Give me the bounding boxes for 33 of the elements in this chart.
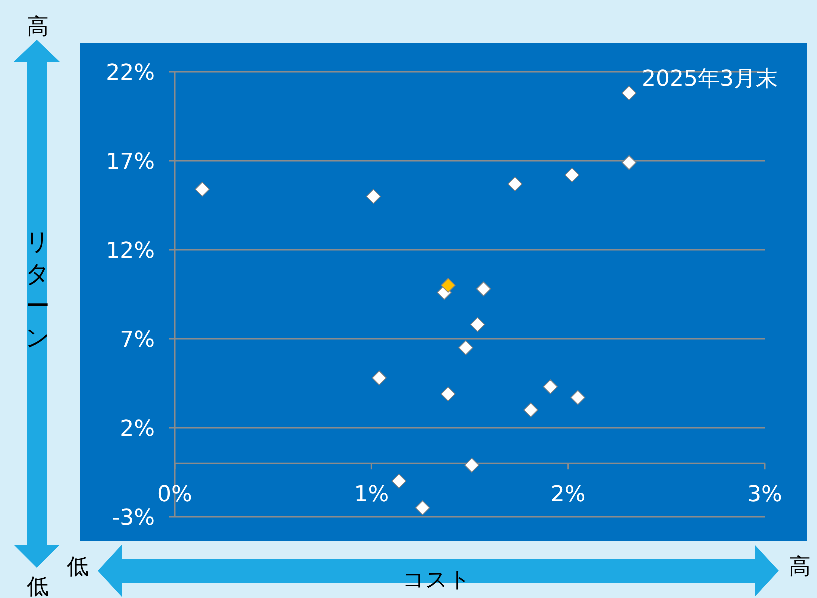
y-tick-label: 12%	[106, 239, 155, 264]
y-tick-label: 7%	[120, 328, 155, 353]
y-tick-label: 2%	[120, 417, 155, 442]
point	[570, 390, 586, 406]
point	[415, 500, 430, 516]
point	[476, 282, 492, 297]
text: 低	[67, 555, 89, 580]
point	[622, 86, 637, 101]
point	[543, 380, 558, 394]
point	[470, 317, 486, 332]
point	[564, 168, 580, 183]
point	[508, 176, 523, 192]
x-tick-label: 3%	[748, 482, 782, 508]
annotation: 2025年3月末	[642, 67, 778, 92]
point	[440, 386, 456, 402]
point	[440, 278, 456, 293]
text: 低	[27, 575, 49, 598]
point	[392, 474, 407, 489]
point	[458, 340, 474, 356]
point	[372, 370, 387, 386]
x-tick-label: 2%	[550, 482, 586, 508]
point	[464, 458, 480, 473]
text: 高	[789, 555, 811, 580]
point	[622, 155, 637, 170]
text: 高	[27, 15, 49, 40]
x-tick-label: 1%	[354, 482, 390, 508]
point	[524, 402, 538, 418]
x-tick-label: 0%	[158, 482, 192, 508]
y-tick-label: -3%	[112, 506, 155, 531]
point	[195, 182, 210, 197]
point	[366, 189, 382, 204]
y-tick-label: 17%	[106, 150, 155, 175]
y-tick-label: 22%	[106, 61, 155, 86]
